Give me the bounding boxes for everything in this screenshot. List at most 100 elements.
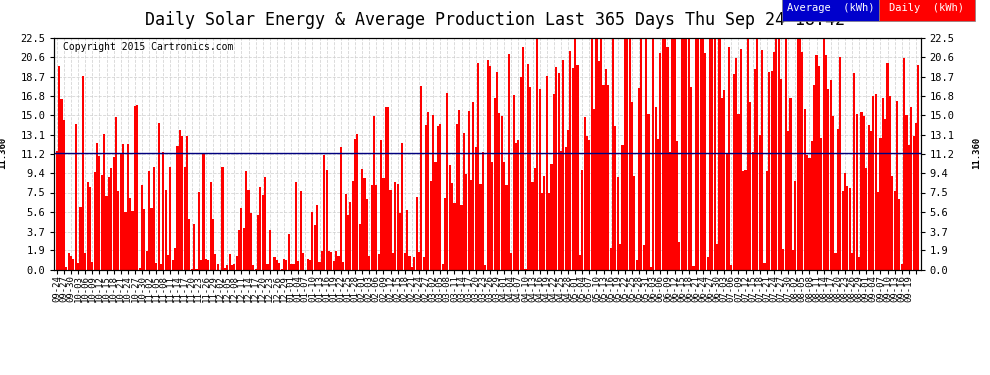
Bar <box>254 268 256 270</box>
Bar <box>915 123 917 270</box>
Bar <box>323 155 326 270</box>
Bar <box>117 191 120 270</box>
Bar <box>906 115 908 270</box>
Bar <box>634 177 636 270</box>
Bar <box>550 164 552 270</box>
Bar <box>479 184 481 270</box>
Bar <box>309 260 311 270</box>
Bar <box>358 224 360 270</box>
Bar <box>723 90 726 270</box>
Bar <box>884 119 886 270</box>
Bar <box>361 169 363 270</box>
Bar <box>532 182 534 270</box>
Bar <box>586 136 588 270</box>
Bar <box>420 86 423 270</box>
Bar <box>828 89 830 270</box>
Bar <box>690 87 692 270</box>
Text: Daily Solar Energy & Average Production Last 365 Days Thu Sep 24 18:42: Daily Solar Energy & Average Production … <box>145 11 845 29</box>
Bar <box>316 205 318 270</box>
Bar <box>680 38 683 270</box>
Bar <box>903 58 905 270</box>
Bar <box>501 116 503 270</box>
Bar <box>588 140 590 270</box>
Bar <box>91 262 93 270</box>
Bar <box>527 64 529 270</box>
Bar <box>132 211 134 270</box>
Bar <box>195 269 198 270</box>
Bar <box>370 185 372 270</box>
Bar <box>645 38 647 270</box>
Bar <box>797 38 799 270</box>
Bar <box>74 124 77 270</box>
Bar <box>529 87 532 270</box>
Bar <box>84 253 86 270</box>
Bar <box>162 152 164 270</box>
Bar <box>518 140 520 270</box>
Bar <box>321 251 323 270</box>
Bar <box>571 68 574 270</box>
Bar <box>77 263 79 270</box>
Bar <box>818 66 820 270</box>
Bar <box>731 265 733 270</box>
Bar <box>657 139 659 270</box>
Bar <box>676 141 678 270</box>
Bar <box>877 192 879 270</box>
Bar <box>654 107 656 270</box>
Bar <box>243 228 245 270</box>
Bar <box>615 126 617 270</box>
Bar <box>855 114 858 270</box>
Bar <box>300 191 302 270</box>
Bar <box>548 193 550 270</box>
Bar <box>368 256 370 270</box>
Bar <box>622 145 624 270</box>
Bar <box>576 64 578 270</box>
Bar <box>539 89 541 270</box>
Bar <box>766 171 768 270</box>
Bar <box>821 138 823 270</box>
Bar <box>712 38 714 270</box>
Bar <box>137 105 139 270</box>
Bar <box>773 52 775 270</box>
Bar <box>489 66 491 270</box>
Bar <box>830 80 832 270</box>
Bar <box>811 141 813 270</box>
Bar <box>442 264 444 270</box>
Bar <box>169 167 171 270</box>
Bar <box>835 254 837 270</box>
Bar <box>437 126 439 270</box>
Bar <box>188 219 190 270</box>
Bar <box>203 153 205 270</box>
Bar <box>268 230 271 270</box>
Bar <box>106 196 108 270</box>
Bar <box>249 213 252 270</box>
Bar <box>605 69 607 270</box>
Bar <box>331 252 333 270</box>
Text: Copyright 2015 Cartronics.com: Copyright 2015 Cartronics.com <box>63 42 234 52</box>
Bar <box>763 263 765 270</box>
Bar <box>552 94 555 270</box>
Bar <box>229 255 231 270</box>
Bar <box>127 144 129 270</box>
Bar <box>740 49 742 270</box>
Bar <box>875 94 877 270</box>
Bar <box>176 146 178 270</box>
Bar <box>564 147 566 270</box>
Bar <box>799 38 801 270</box>
Bar <box>65 267 67 270</box>
Bar <box>664 38 666 270</box>
Bar <box>486 60 489 270</box>
Bar <box>636 260 638 270</box>
Bar <box>446 93 448 270</box>
Bar <box>560 151 562 270</box>
Bar <box>103 134 105 270</box>
Bar <box>600 38 602 270</box>
Bar <box>326 170 328 270</box>
Bar <box>231 266 233 270</box>
Bar <box>581 170 583 270</box>
Bar <box>583 117 586 270</box>
Text: 11.360: 11.360 <box>972 136 981 169</box>
Bar <box>591 38 593 270</box>
Bar <box>498 113 501 270</box>
Bar <box>181 136 183 270</box>
Bar <box>617 177 619 270</box>
